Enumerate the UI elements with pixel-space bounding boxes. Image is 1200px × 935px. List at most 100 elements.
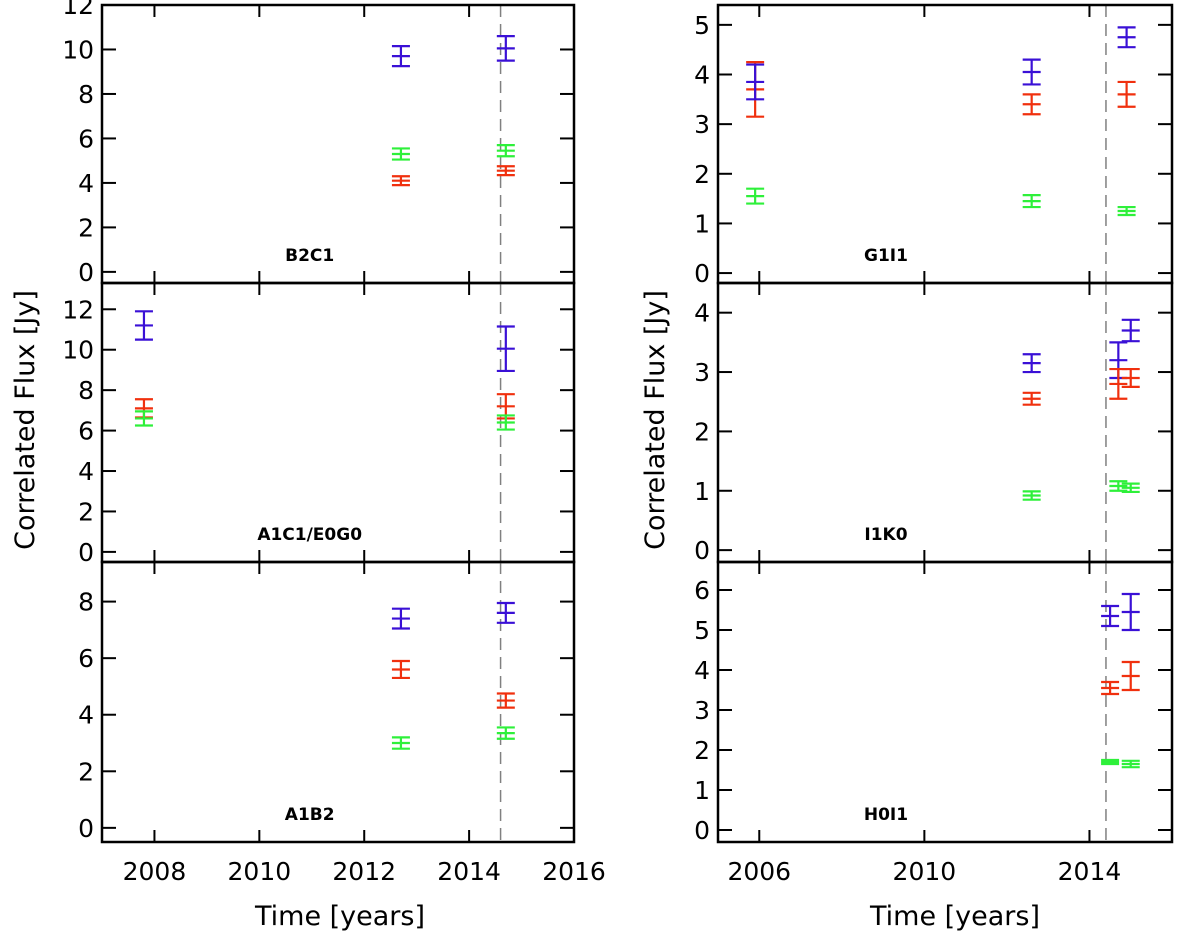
y-tick-label: 1 [694,209,710,238]
y-tick-label: 4 [694,299,710,328]
y-tick-label: 0 [694,259,710,288]
y-tick-label: 0 [78,814,94,843]
y-tick-label: 3 [694,358,710,387]
blue-data-point [1022,58,1041,86]
y-tick-label: 2 [694,417,710,446]
red-data-point [1121,660,1140,692]
green-data-point [1022,194,1041,209]
x-tick-label: 2006 [727,857,791,886]
y-tick-label: 8 [78,376,94,405]
panel-label: A1B2 [285,805,335,825]
x-tick-label: 2014 [1058,857,1122,886]
blue-data-point [391,45,410,68]
right-x-axis-title: Time [years] [869,901,1040,932]
green-data-point [391,147,410,161]
y-tick-label: 5 [694,11,710,40]
left-y-axis-title: Correlated Flux [Jy] [10,290,41,550]
y-tick-label: 4 [78,169,94,198]
y-tick-label: 5 [694,616,710,645]
panel-a1c1-e0g0: 0 2 4 6 8 10 12 A1C1/E0G0 [62,281,576,567]
panel-frame [716,281,1174,564]
y-tick-label: 6 [78,644,94,673]
right-y-axis-title: Correlated Flux [Jy] [640,290,671,550]
panel-frame [100,560,576,844]
green-data-point [496,414,515,431]
y-tick-label: 2 [694,160,710,189]
y-tick-label: 6 [694,576,710,605]
red-data-point [1022,391,1041,406]
panel-a1b2: 0 2 4 6 8 2008 2010 2012 2014 2016 A1B2 [78,560,606,886]
panel-label: G1I1 [864,246,908,266]
green-data-point [746,187,765,205]
y-tick-label: 4 [694,61,710,90]
y-tick-label: 10 [62,336,94,365]
y-tick-label: 10 [62,35,94,64]
panel-frame [716,560,1174,844]
blue-data-point [746,63,765,101]
panel-h0i1: 0 1 2 3 4 5 6 2006 2010 2014 H0I1 [694,560,1174,886]
blue-data-point [1121,592,1140,632]
x-tick-label: 2010 [228,857,292,886]
red-data-point [391,659,410,680]
y-tick-label: 0 [694,536,710,565]
green-data-point [1121,482,1140,494]
y-tick-label: 2 [78,497,94,526]
panel-g1i1: 0 1 2 3 4 5 G1I1 [694,3,1174,288]
green-data-point [134,410,153,427]
y-tick-label: 12 [62,295,94,324]
panel-b2c1: 0 2 4 6 8 10 12 B2C1 [62,0,576,287]
red-data-point [1022,93,1041,116]
green-data-point [1022,490,1041,501]
blue-data-point [1117,26,1136,49]
panels: 024681012B2C1024681012A1C1/E0G0024682008… [62,0,1174,886]
green-data-point [496,144,515,158]
y-tick-label: 3 [694,696,710,725]
left-x-axis-title: Time [years] [254,901,425,932]
green-data-point [1121,759,1140,769]
panel-label: H0I1 [864,805,908,825]
green-data-point [391,736,410,750]
panel-i1k0: 0 1 2 3 4 I1K0 [694,281,1174,565]
green-data-point [496,726,515,740]
blue-data-point [391,607,410,630]
y-tick-label: 2 [78,757,94,786]
blue-data-point [496,35,515,62]
y-tick-label: 4 [694,656,710,685]
x-tick-label: 2016 [542,857,606,886]
blue-data-point [496,325,515,373]
y-tick-label: 4 [78,701,94,730]
red-data-point [496,165,515,177]
y-tick-label: 0 [78,258,94,287]
blue-data-point [1121,318,1140,343]
panel-label: A1C1/E0G0 [257,525,362,545]
y-tick-label: 1 [694,776,710,805]
red-data-point [391,175,410,187]
blue-data-point [1101,604,1120,628]
panel-frame [100,3,576,285]
red-data-point [1101,680,1120,696]
y-tick-label: 1 [694,477,710,506]
y-tick-label: 8 [78,80,94,109]
y-tick-label: 12 [62,0,94,20]
y-tick-label: 6 [78,124,94,153]
red-data-point [1117,80,1136,108]
x-tick-label: 2014 [437,857,501,886]
y-tick-label: 8 [78,588,94,617]
y-tick-label: 3 [694,110,710,139]
panel-label: B2C1 [285,246,334,266]
blue-data-point [134,310,153,341]
x-tick-label: 2012 [332,857,396,886]
panel-label: I1K0 [864,525,907,545]
green-data-point [1101,758,1120,766]
green-data-point [1117,205,1136,217]
red-data-point [1121,367,1140,388]
y-tick-label: 0 [694,816,710,845]
y-tick-label: 4 [78,457,94,486]
red-data-point [496,692,515,709]
y-tick-label: 2 [694,736,710,765]
y-tick-label: 0 [78,538,94,567]
green-data-point [1109,480,1128,492]
y-tick-label: 6 [78,417,94,446]
y-tick-label: 2 [78,213,94,242]
panel-frame [716,3,1174,285]
